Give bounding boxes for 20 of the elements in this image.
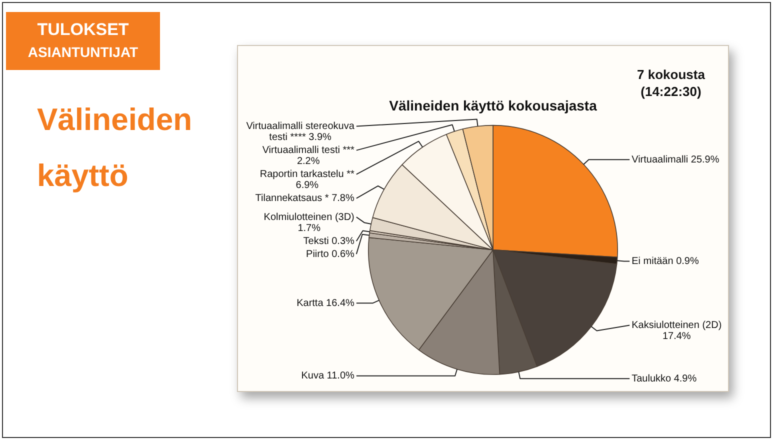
text: ASIANTUNTIJAT (28, 43, 138, 62)
slice-label: Virtuaalimalli 25.9% (632, 154, 720, 166)
data-label: 17.4% (662, 331, 691, 342)
chart-title: Välineiden käyttö kokousajasta (389, 97, 598, 114)
slice-label: Virtuaalimalli testi *** 2.2% (262, 145, 355, 168)
text: TULOKSET (37, 19, 129, 41)
text: Välineiden käyttö (37, 101, 194, 195)
slice-label: Raportin tarkastelu ** 6.9% (260, 169, 354, 192)
slice-label: Kartta 16.4% (296, 298, 355, 309)
slice-label: Teksti 0.3% (303, 236, 354, 247)
slice-label: Kolmiulotteinen (3D) (264, 212, 354, 223)
slice-label: Tilannekatsaus * 7.8% (255, 193, 354, 204)
slice-label: Kuva 11.0% (301, 370, 355, 382)
slice-label: Taulukko 4.9% (632, 373, 697, 384)
slice-label: Kaksiulotteinen (2D) (632, 320, 722, 332)
slice-label: Virtuaalimalli stereokuva testi **** 3.9% (246, 121, 355, 144)
text: 7 kokousta (14:22:30) (636, 66, 706, 100)
data-label: 1.7% (298, 222, 321, 234)
slice-label: Ei mitään 0.9% (632, 256, 699, 268)
slice-label: Piirto 0.6% (306, 248, 355, 260)
